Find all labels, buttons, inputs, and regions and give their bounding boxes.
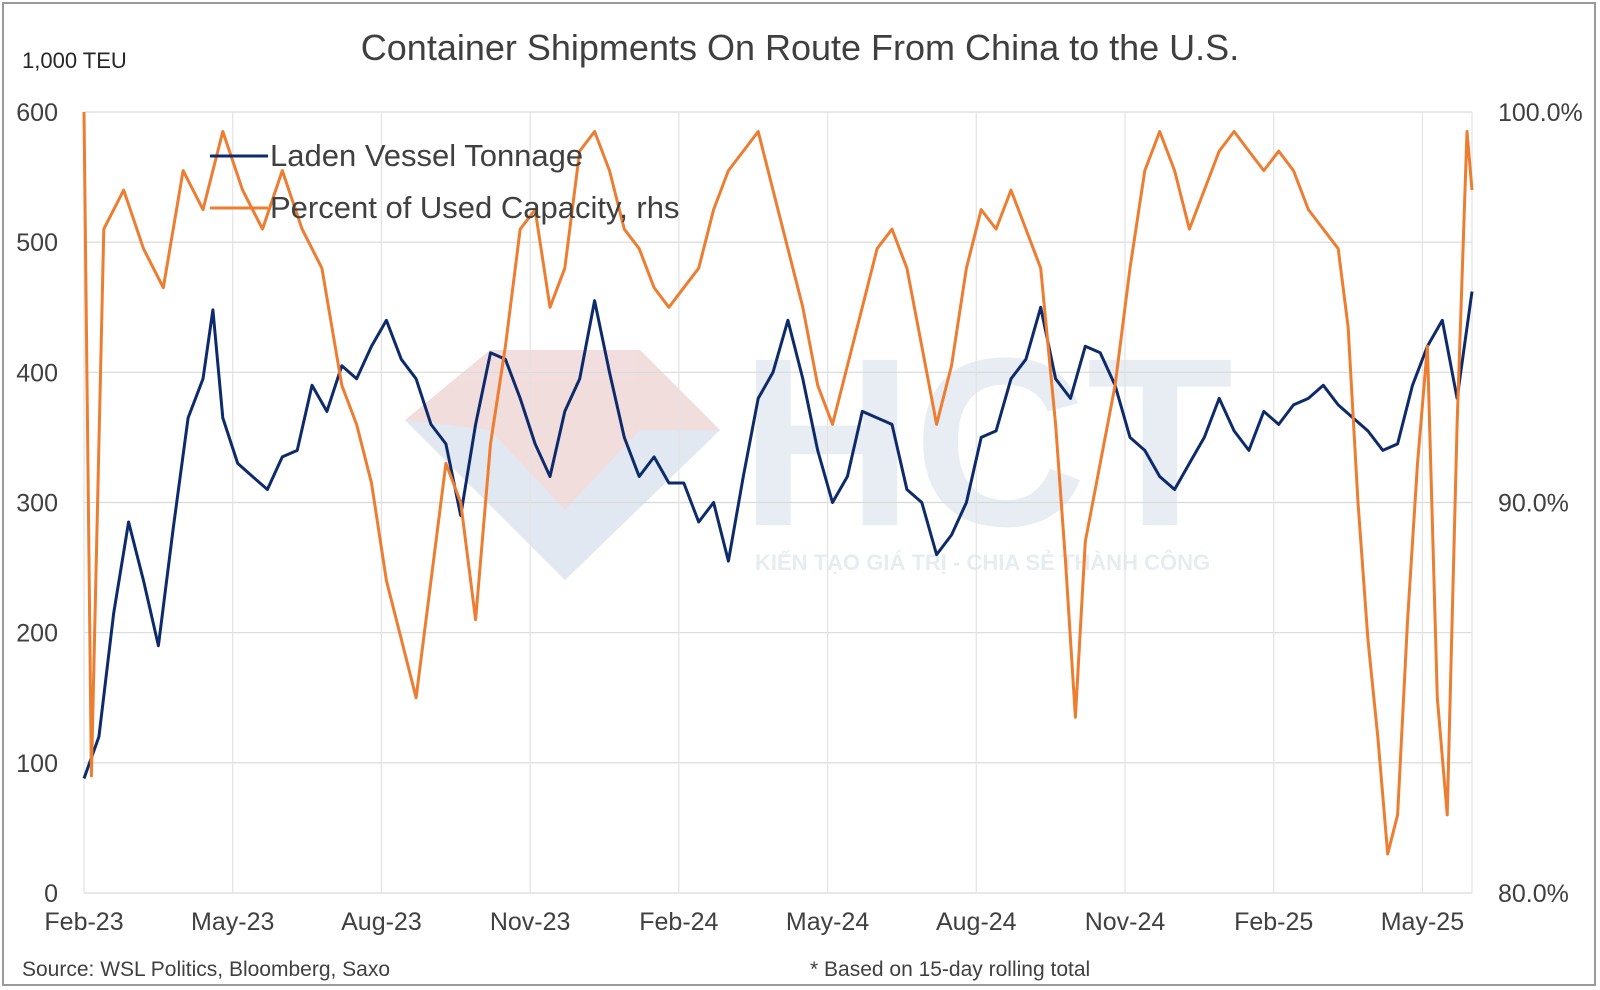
x-tick-label: Feb-23 [44, 908, 123, 936]
chart-title: Container Shipments On Route From China … [361, 27, 1239, 68]
y-right-tick-label: 100.0% [1498, 99, 1583, 127]
y-left-tick-label: 300 [16, 490, 58, 518]
y-axis-right: 80.0% 90.0% 100.0% [1498, 99, 1583, 908]
y-left-tick-label: 200 [16, 620, 58, 648]
x-tick-label: Aug-24 [936, 908, 1017, 936]
y-left-tick-label: 600 [16, 99, 58, 127]
legend-label-laden: Laden Vessel Tonnage [270, 138, 583, 173]
watermark-diamond-icon [405, 350, 720, 580]
source-note: Source: WSL Politics, Bloomberg, Saxo [22, 958, 390, 981]
x-axis: Feb-23 May-23 Aug-23 Nov-23 Feb-24 May-24 Aug-… [44, 908, 1464, 936]
y-right-tick-label: 90.0% [1498, 490, 1569, 518]
footnote: * Based on 15-day rolling total [810, 958, 1090, 981]
series-line-laden-vessel-tonnage [82, 291, 1474, 780]
watermark-tagline: KIẾN TẠO GIÁ TRỊ - CHIA SẺ THÀNH CÔNG [755, 550, 1210, 575]
x-tick-label: Nov-23 [490, 908, 571, 936]
watermark: HCT KIẾN TẠO GIÁ TRỊ - CHIA SẺ THÀNH CÔN… [405, 308, 1233, 580]
y-left-tick-label: 0 [44, 880, 58, 908]
y-unit-label: 1,000 TEU [22, 48, 127, 73]
gridlines [84, 111, 1472, 894]
x-tick-label: Feb-25 [1234, 908, 1313, 936]
x-tick-label: May-25 [1381, 908, 1464, 936]
y-right-tick-label: 80.0% [1498, 880, 1569, 908]
x-tick-label: Nov-24 [1085, 908, 1166, 936]
x-tick-label: May-23 [191, 908, 274, 936]
x-tick-label: Feb-24 [639, 908, 718, 936]
y-left-tick-label: 100 [16, 750, 58, 778]
y-left-tick-label: 500 [16, 229, 58, 257]
plot-lines [82, 111, 1474, 856]
x-tick-label: Aug-23 [341, 908, 422, 936]
series-line-percent-used-capacity [82, 111, 1474, 856]
watermark-logo: HCT [740, 308, 1233, 576]
x-tick-label: May-24 [786, 908, 869, 936]
y-axis-left: 0 100 200 300 400 500 600 [16, 99, 58, 908]
legend-label-capacity: Percent of Used Capacity, rhs [270, 190, 680, 225]
y-left-tick-label: 400 [16, 359, 58, 387]
legend: Laden Vessel Tonnage Percent of Used Cap… [210, 138, 680, 225]
